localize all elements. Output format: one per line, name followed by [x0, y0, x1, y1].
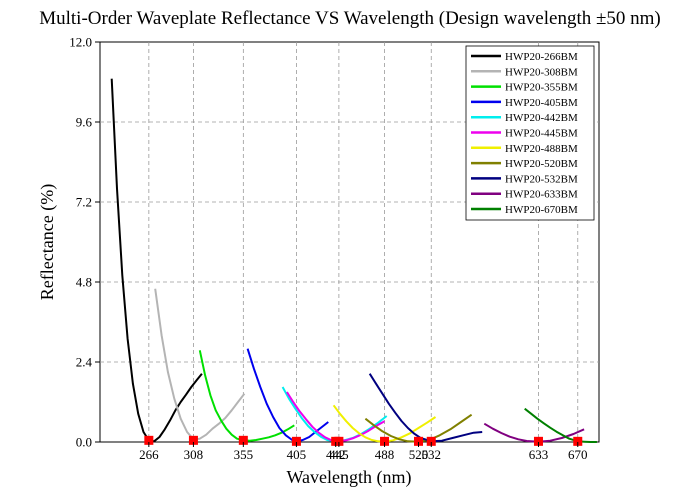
series-line-hwp20-532bm [368, 373, 483, 443]
series-line-hwp20-488bm [332, 404, 437, 443]
wavelength-marker [414, 436, 424, 446]
x-tick-label: 633 [529, 447, 549, 462]
wavelength-marker [533, 436, 543, 446]
wavelength-marker [334, 436, 344, 446]
legend-label: HWP20-405BM [505, 97, 578, 109]
legend-label: HWP20-670BM [505, 204, 578, 216]
series-line-hwp20-670bm [524, 407, 597, 443]
wavelength-marker [144, 435, 154, 445]
x-tick-label: 442 [326, 447, 346, 462]
y-axis-ticks: 0.0 2.4 4.8 7.2 9.6 12.0 [69, 35, 100, 450]
legend-label: HWP20-442BM [505, 112, 578, 124]
x-tick-label: 445 [329, 447, 349, 462]
legend-label: HWP20-266BM [505, 51, 578, 63]
legend-label: HWP20-633BM [505, 189, 578, 201]
wavelength-marker [426, 436, 436, 446]
series-line-hwp20-308bm [154, 288, 246, 441]
series-line-hwp20-266bm [110, 78, 203, 443]
x-tick-label: 308 [184, 447, 204, 462]
legend-label: HWP20-488BM [505, 143, 578, 155]
wavelength-marker [380, 436, 390, 446]
y-tick-label: 0.0 [76, 435, 92, 450]
x-tick-label: 532 [422, 447, 442, 462]
y-tick-label: 7.2 [76, 195, 92, 210]
series-line-hwp20-520bm [364, 413, 473, 443]
x-tick-label: 405 [287, 447, 307, 462]
legend-label: HWP20-308BM [505, 66, 578, 78]
y-axis-label: Reflectance (%) [37, 184, 58, 300]
chart-title: Multi-Order Waveplate Reflectance VS Wav… [39, 8, 661, 29]
x-tick-label: 355 [234, 447, 254, 462]
legend: HWP20-266BM HWP20-308BM HWP20-355BM HWP20-4… [465, 45, 595, 221]
legend-label: HWP20-520BM [505, 158, 578, 170]
x-tick-label: 520 [409, 447, 429, 462]
plot-frame [99, 41, 600, 443]
y-tick-label: 4.8 [76, 275, 92, 290]
y-tick-label: 12.0 [69, 35, 92, 50]
y-tick-label: 2.4 [76, 355, 93, 370]
y-tick-label: 9.6 [76, 115, 93, 130]
wavelength-marker [291, 436, 301, 446]
legend-label: HWP20-355BM [505, 82, 578, 94]
series-line-hwp20-442bm [281, 386, 388, 443]
wavelength-marker [188, 435, 198, 445]
legend-items: HWP20-266BM HWP20-308BM HWP20-355BM HWP20-4… [471, 51, 578, 216]
legend-label: HWP20-445BM [505, 128, 578, 140]
x-axis-label: Wavelength (nm) [286, 467, 411, 488]
legend-label: HWP20-532BM [505, 173, 578, 185]
x-tick-label: 266 [139, 447, 159, 462]
x-tick-label: 488 [375, 447, 395, 462]
wavelength-marker [238, 435, 248, 445]
x-tick-label: 670 [568, 447, 588, 462]
wavelength-marker [573, 436, 583, 446]
wavelength-markers [144, 435, 583, 446]
